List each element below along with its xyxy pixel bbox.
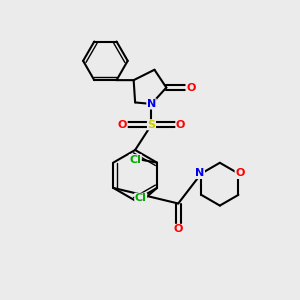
Text: O: O <box>173 224 183 234</box>
Text: S: S <box>148 120 155 130</box>
Text: Cl: Cl <box>135 193 147 203</box>
Text: O: O <box>186 82 195 93</box>
Text: N: N <box>195 169 205 178</box>
Text: O: O <box>176 120 185 130</box>
Text: Cl: Cl <box>129 155 141 165</box>
Text: N: N <box>147 99 156 109</box>
Text: O: O <box>235 169 244 178</box>
Text: O: O <box>118 120 127 130</box>
